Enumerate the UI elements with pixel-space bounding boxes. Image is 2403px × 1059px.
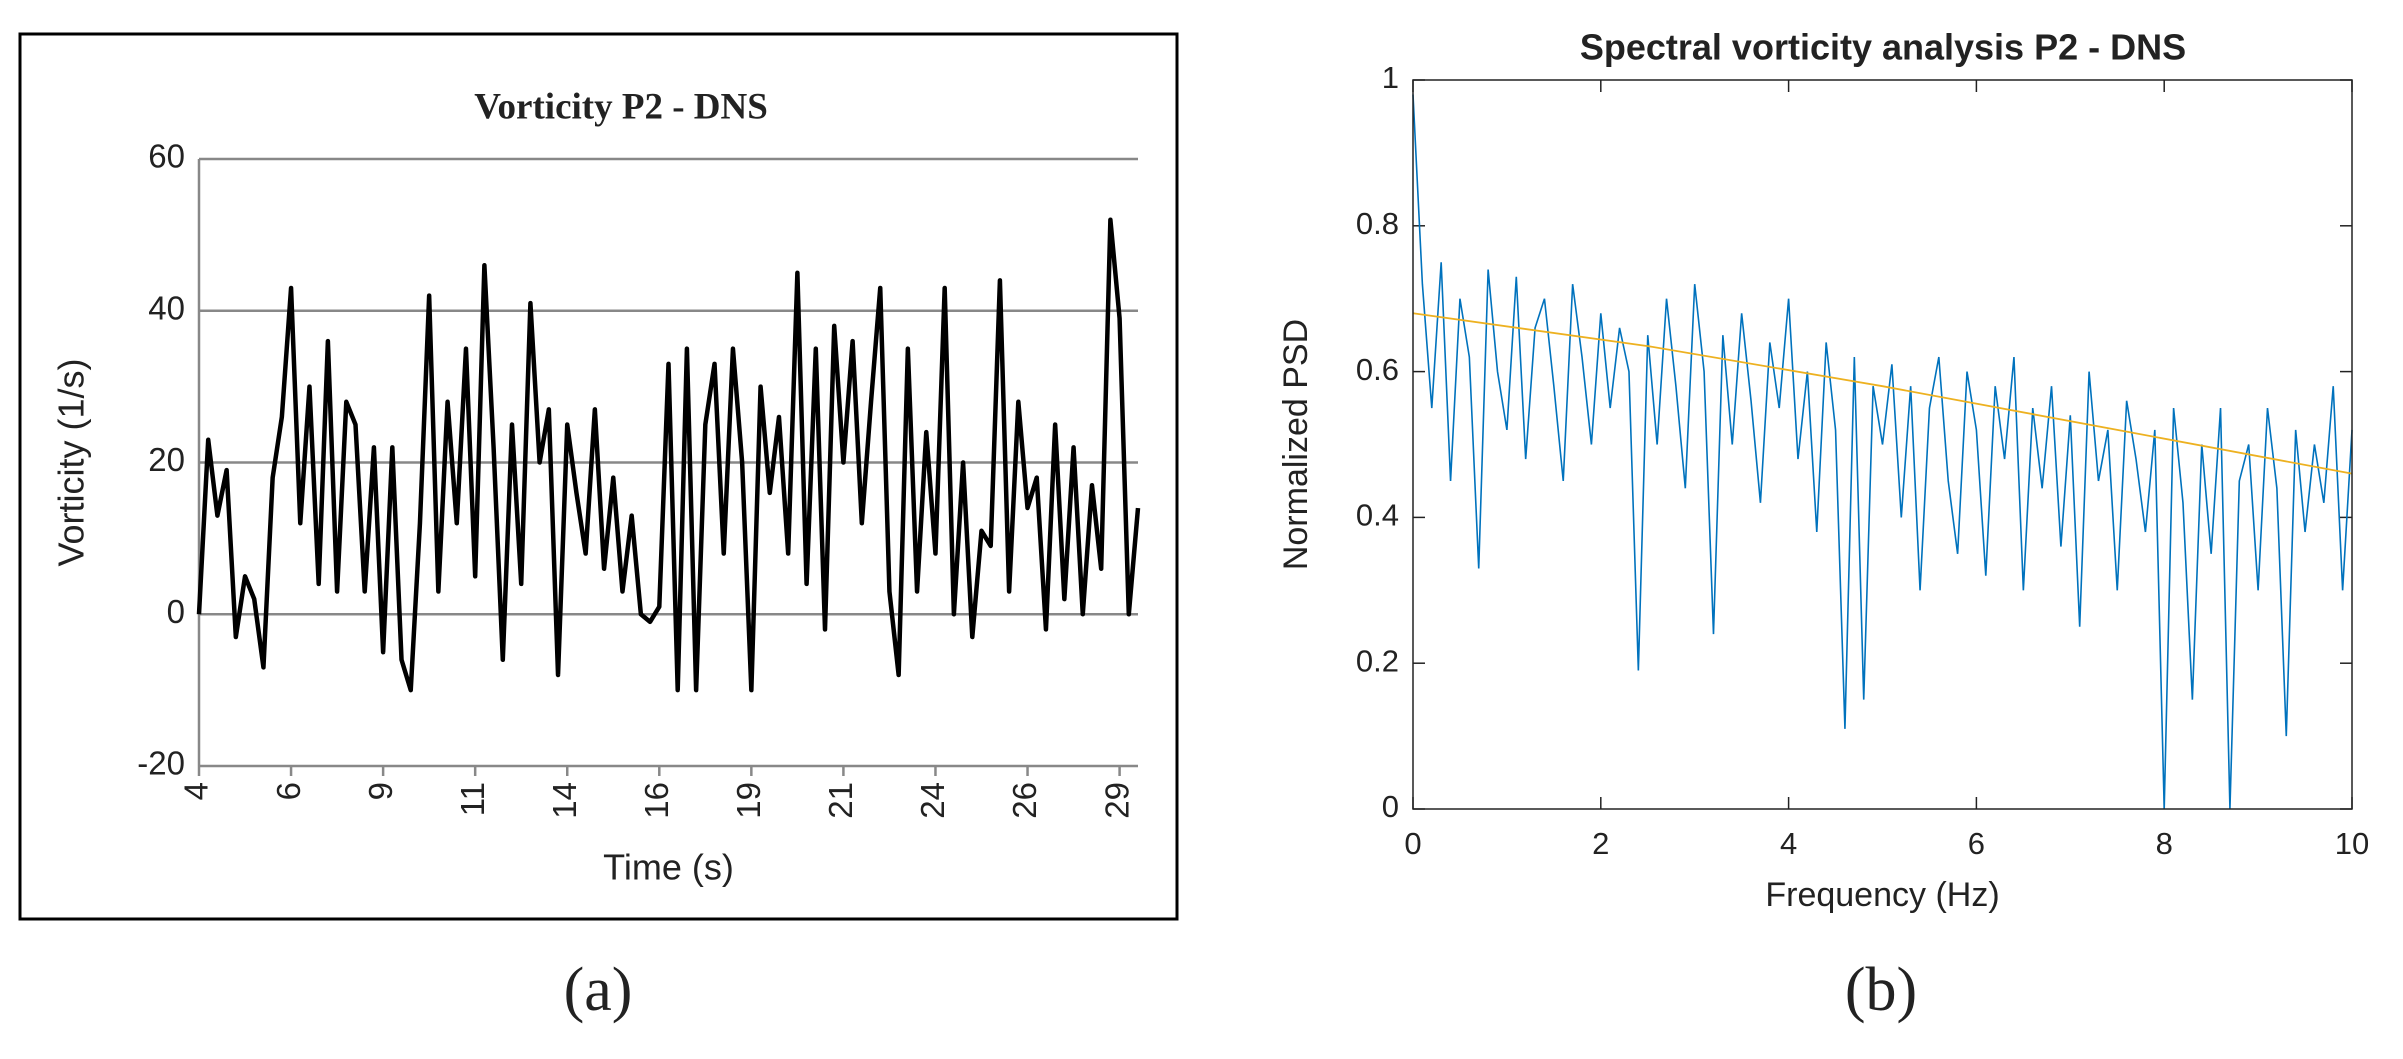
plot-frame bbox=[1412, 79, 2353, 810]
x-tick-label: 0 bbox=[1404, 826, 1421, 861]
x-tick-label: 4 bbox=[1780, 826, 1797, 861]
y-tick-label: 0.6 bbox=[1356, 352, 1399, 387]
y-tick-label: 0.4 bbox=[1356, 498, 1399, 533]
y-axis-label: Vorticity (1/s) bbox=[51, 358, 92, 566]
y-tick-label: 40 bbox=[148, 289, 185, 326]
panel-border bbox=[18, 32, 1179, 921]
caption: (a) bbox=[564, 956, 633, 1024]
x-tick-label: 4 bbox=[178, 782, 215, 800]
x-tick-label: 26 bbox=[1006, 782, 1043, 819]
y-tick-label: 60 bbox=[148, 138, 185, 175]
caption: (b) bbox=[1845, 956, 1917, 1024]
x-tick-label: 14 bbox=[546, 782, 583, 819]
y-tick-label: 1 bbox=[1382, 60, 1399, 95]
y-tick-label: 0 bbox=[167, 593, 185, 630]
x-tick-label: 19 bbox=[730, 782, 767, 819]
x-axis-label: Frequency (Hz) bbox=[1765, 876, 1999, 914]
chart-title: Vorticity P2 - DNS bbox=[474, 86, 768, 127]
data-line bbox=[1412, 94, 2353, 810]
y-axis-label: Normalized PSD bbox=[1277, 319, 1315, 570]
x-tick-label: 9 bbox=[362, 782, 399, 800]
y-tick-label: 0 bbox=[1382, 789, 1399, 824]
x-tick-label: 2 bbox=[1592, 826, 1609, 861]
data-line bbox=[196, 217, 1141, 693]
x-tick-label: 24 bbox=[914, 782, 951, 819]
y-tick-label: 20 bbox=[148, 441, 185, 478]
x-tick-label: 16 bbox=[638, 782, 675, 819]
chart-title: Spectral vorticity analysis P2 - DNS bbox=[1580, 27, 2186, 68]
y-tick-label: 0.2 bbox=[1356, 643, 1399, 678]
x-tick-label: 11 bbox=[454, 782, 491, 816]
x-tick-label: 6 bbox=[1968, 826, 1985, 861]
x-tick-label: 10 bbox=[2335, 826, 2369, 861]
x-tick-label: 21 bbox=[822, 782, 859, 819]
data-line bbox=[1412, 312, 2353, 475]
x-tick-label: 6 bbox=[270, 782, 307, 800]
y-tick-label: -20 bbox=[137, 745, 185, 782]
x-tick-label: 29 bbox=[1098, 782, 1135, 819]
y-tick-label: 0.8 bbox=[1356, 206, 1399, 241]
x-tick-label: 8 bbox=[2156, 826, 2173, 861]
x-axis-label: Time (s) bbox=[603, 847, 734, 888]
